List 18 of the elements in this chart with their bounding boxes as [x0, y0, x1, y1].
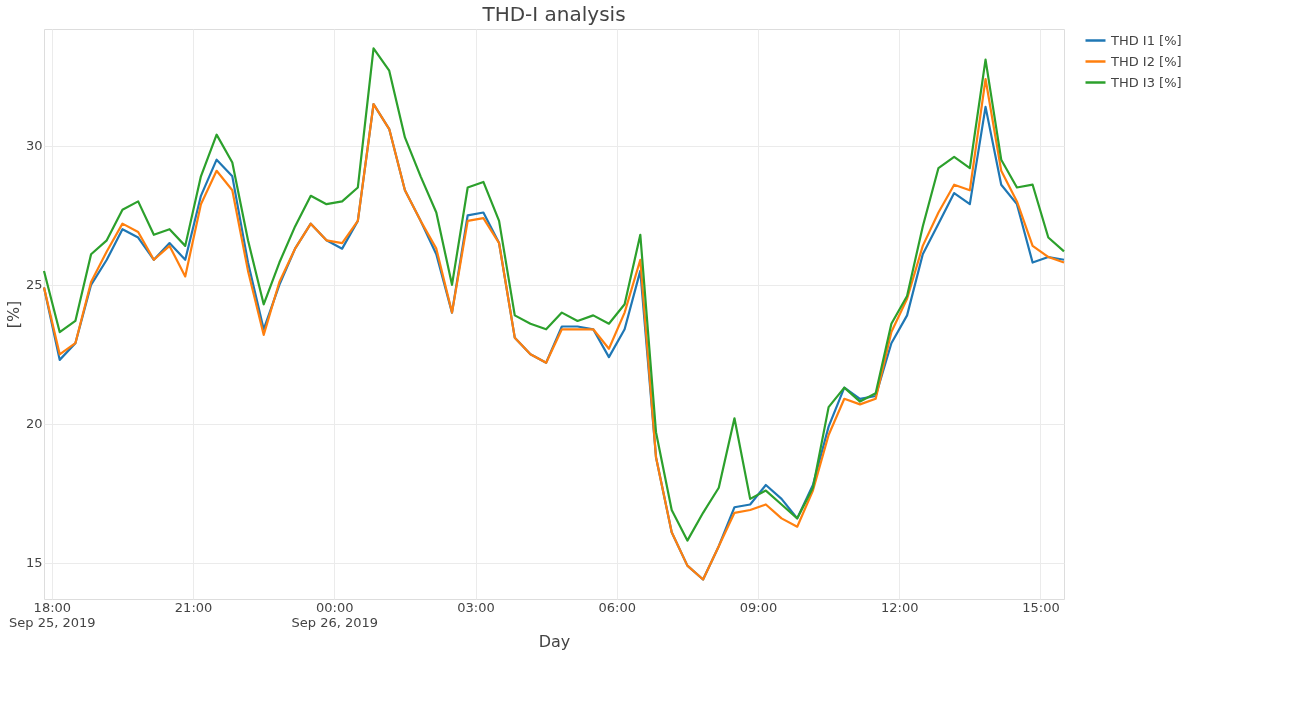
legend-label: THD I3 [%] [1110, 74, 1182, 90]
legend-label: THD I1 [%] [1110, 32, 1182, 48]
x-axis-title: Day [538, 631, 571, 651]
y-tick-label: 20 [25, 416, 43, 432]
x-tick-label: 00:00 Sep 26, 2019 [291, 599, 379, 630]
y-tick-label: 15 [25, 555, 43, 571]
x-tick-label: 09:00 [739, 599, 778, 615]
x-tick-label: 03:00 [457, 599, 495, 615]
x-tick-label: 06:00 [598, 599, 636, 615]
legend-label: THD I2 [%] [1110, 53, 1182, 69]
x-tick-label: 18:00 Sep 25, 2019 [9, 599, 96, 630]
x-tick-label: 21:00 [174, 599, 213, 615]
y-axis-title: [%] [3, 300, 23, 329]
y-tick-label: 25 [25, 277, 43, 293]
x-tick-label: 15:00 [1022, 599, 1060, 615]
y-tick-label: 30 [25, 138, 43, 154]
chart-title: THD-I analysis [481, 2, 626, 26]
x-tick-label: 12:00 [881, 599, 919, 615]
